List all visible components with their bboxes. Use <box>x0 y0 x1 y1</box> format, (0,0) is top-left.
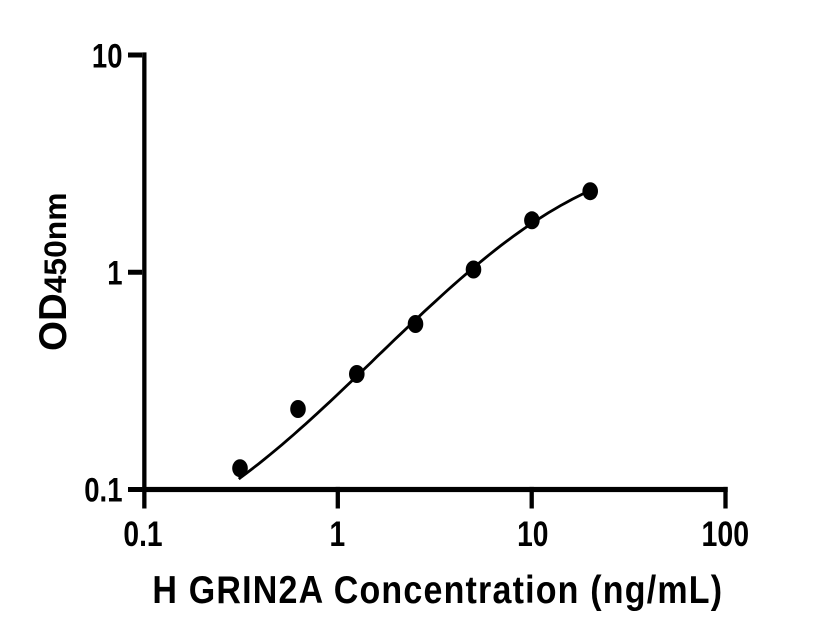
svg-text:H GRIN2A Concentration (ng/mL): H GRIN2A Concentration (ng/mL) <box>152 568 723 612</box>
svg-text:0.1: 0.1 <box>123 514 162 554</box>
svg-text:10: 10 <box>92 37 123 76</box>
svg-text:10: 10 <box>517 514 548 554</box>
svg-text:OD450nm: OD450nm <box>32 193 75 352</box>
svg-text:1: 1 <box>107 253 122 292</box>
svg-text:100: 100 <box>702 514 750 554</box>
svg-text:1: 1 <box>329 514 345 554</box>
svg-text:0.1: 0.1 <box>84 471 122 510</box>
